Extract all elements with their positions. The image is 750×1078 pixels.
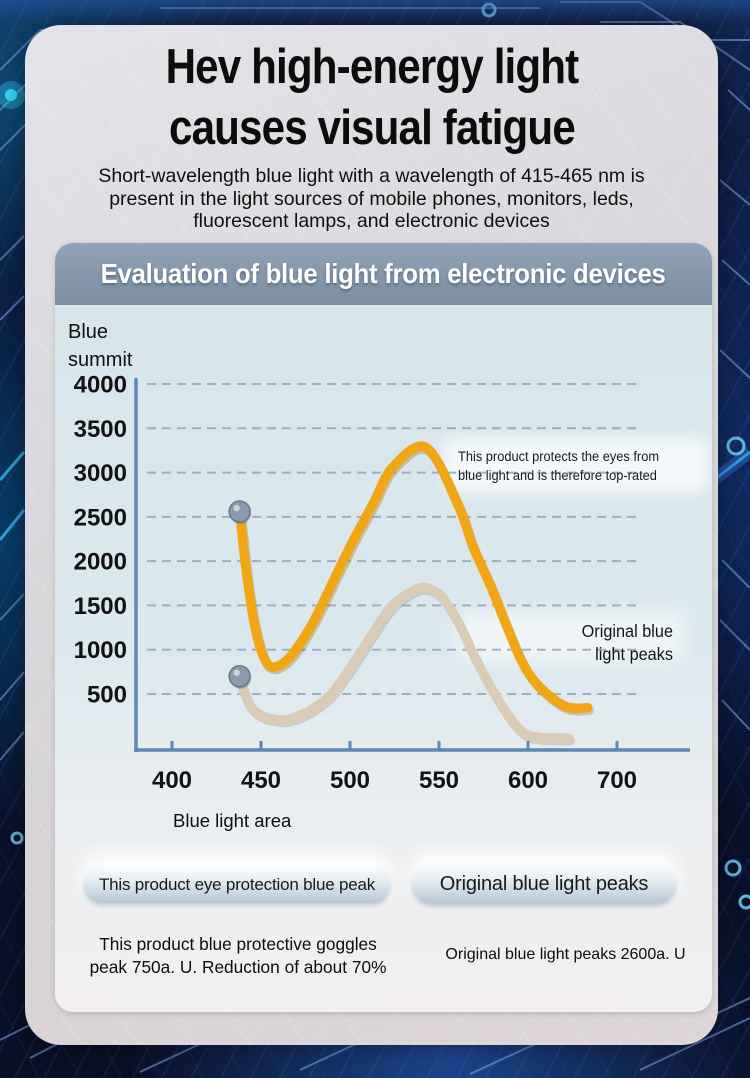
legend-original-pill[interactable]: Original blue light peaks: [412, 864, 676, 904]
subtitle-text: Short-wavelength blue light with a wavel…: [98, 165, 645, 232]
x-tick-label: 400: [152, 767, 192, 794]
y-tick-label: 3500: [74, 416, 127, 443]
y-tick-label: 2000: [74, 549, 127, 576]
x-tick-label: 600: [508, 767, 548, 794]
x-tick-label: 550: [419, 767, 459, 794]
annotation-original: Original blue light peaks: [581, 621, 673, 664]
marker-highlight: [233, 504, 240, 512]
chart: 4000 3500 3000 2500 2000 1500 1000 500 400 450 500…: [55, 305, 712, 795]
curve-shadow: [236, 444, 594, 716]
marker-highlight: [233, 669, 240, 676]
footnote-product: This product blue protective goggles pea…: [89, 934, 387, 977]
highlight-smudge: [443, 438, 709, 492]
x-tick-label: 700: [597, 767, 637, 794]
x-axis-title: Blue light area: [173, 810, 292, 831]
y-tick-label: 4000: [74, 372, 127, 399]
curve-product-beige: [234, 582, 574, 744]
line-chart-canvas: 4000 3500 3000 2500 2000 1500 1000 500 400 450 500…: [74, 372, 690, 794]
y-tick-label: 1500: [74, 593, 127, 620]
curve-original-yellow: [234, 441, 593, 714]
y-axis-title: Blue summit: [68, 321, 133, 371]
panel-banner: Evaluation of blue light from electronic…: [55, 243, 712, 305]
series-start-marker: [228, 500, 251, 523]
legend-product-pill[interactable]: This product eye protection blue peak: [84, 866, 390, 903]
series-start-marker: [228, 665, 251, 688]
panel-banner-title: Evaluation of blue light from electronic…: [100, 258, 667, 289]
annotation-product: This product protects the eyes from blue…: [458, 449, 660, 483]
chart-panel: Evaluation of blue light from electronic…: [55, 243, 712, 1012]
x-tick-label: 500: [330, 767, 370, 794]
page-title: Hev high-energy light causes visual fati…: [165, 40, 579, 155]
main-card: Hev high-energy light causes visual fati…: [25, 25, 718, 1045]
y-tick-label: 1000: [74, 637, 127, 664]
highlight-smudge: [457, 611, 685, 661]
y-tick-label: 2500: [74, 504, 127, 531]
y-tick-label: 3000: [74, 460, 127, 487]
y-tick-label: 500: [87, 682, 127, 709]
glow-dot: [5, 89, 17, 101]
x-tick-label: 450: [241, 767, 281, 794]
footnote-original: Original blue light peaks 2600a. U: [445, 946, 686, 963]
